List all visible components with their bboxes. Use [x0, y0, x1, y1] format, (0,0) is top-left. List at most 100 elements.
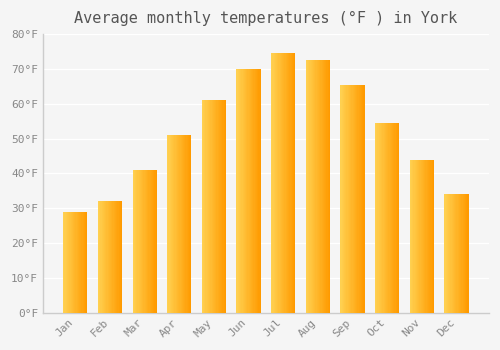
Bar [448, 194, 449, 313]
Bar [212, 100, 214, 313]
Bar [308, 60, 310, 313]
Bar [105, 201, 106, 313]
Bar [74, 212, 76, 313]
Bar [150, 170, 152, 313]
Bar [121, 201, 122, 313]
Bar [428, 160, 429, 313]
Bar [176, 135, 177, 313]
Bar [148, 170, 150, 313]
Bar [277, 54, 278, 313]
Bar [394, 123, 396, 313]
Bar [222, 100, 224, 313]
Bar [323, 60, 324, 313]
Bar [411, 160, 412, 313]
Bar [132, 170, 134, 313]
Bar [459, 194, 460, 313]
Bar [102, 201, 104, 313]
Bar [391, 123, 392, 313]
Bar [286, 54, 287, 313]
Bar [282, 54, 284, 313]
Bar [134, 170, 135, 313]
Bar [184, 135, 186, 313]
Bar [79, 212, 80, 313]
Bar [66, 212, 67, 313]
Bar [386, 123, 387, 313]
Bar [447, 194, 448, 313]
Bar [388, 123, 390, 313]
Bar [140, 170, 141, 313]
Bar [215, 100, 216, 313]
Bar [284, 54, 286, 313]
Bar [110, 201, 111, 313]
Bar [252, 69, 254, 313]
Bar [250, 69, 251, 313]
Bar [410, 160, 411, 313]
Bar [358, 85, 360, 313]
Bar [136, 170, 138, 313]
Bar [220, 100, 221, 313]
Bar [278, 54, 280, 313]
Bar [420, 160, 422, 313]
Bar [271, 54, 272, 313]
Bar [63, 212, 64, 313]
Bar [70, 212, 72, 313]
Bar [426, 160, 428, 313]
Bar [280, 54, 281, 313]
Bar [104, 201, 105, 313]
Bar [354, 85, 355, 313]
Bar [320, 60, 322, 313]
Bar [118, 201, 120, 313]
Bar [106, 201, 108, 313]
Bar [178, 135, 180, 313]
Bar [392, 123, 394, 313]
Bar [68, 212, 70, 313]
Bar [349, 85, 350, 313]
Bar [362, 85, 364, 313]
Bar [418, 160, 420, 313]
Bar [64, 212, 66, 313]
Bar [454, 194, 456, 313]
Bar [417, 160, 418, 313]
Bar [329, 60, 330, 313]
Bar [210, 100, 212, 313]
Bar [154, 170, 156, 313]
Bar [208, 100, 209, 313]
Bar [224, 100, 225, 313]
Bar [318, 60, 319, 313]
Bar [397, 123, 398, 313]
Bar [380, 123, 381, 313]
Bar [111, 201, 112, 313]
Bar [274, 54, 275, 313]
Bar [109, 201, 110, 313]
Bar [310, 60, 312, 313]
Bar [293, 54, 294, 313]
Bar [182, 135, 183, 313]
Bar [446, 194, 447, 313]
Bar [188, 135, 189, 313]
Bar [423, 160, 424, 313]
Bar [460, 194, 462, 313]
Bar [84, 212, 85, 313]
Bar [382, 123, 384, 313]
Bar [245, 69, 246, 313]
Bar [319, 60, 320, 313]
Bar [239, 69, 240, 313]
Bar [146, 170, 147, 313]
Bar [444, 194, 446, 313]
Bar [450, 194, 452, 313]
Bar [325, 60, 326, 313]
Bar [240, 69, 242, 313]
Bar [170, 135, 171, 313]
Bar [82, 212, 84, 313]
Bar [209, 100, 210, 313]
Bar [98, 201, 99, 313]
Bar [67, 212, 68, 313]
Bar [390, 123, 391, 313]
Bar [115, 201, 116, 313]
Bar [416, 160, 417, 313]
Bar [219, 100, 220, 313]
Bar [85, 212, 86, 313]
Bar [328, 60, 329, 313]
Bar [348, 85, 349, 313]
Bar [316, 60, 318, 313]
